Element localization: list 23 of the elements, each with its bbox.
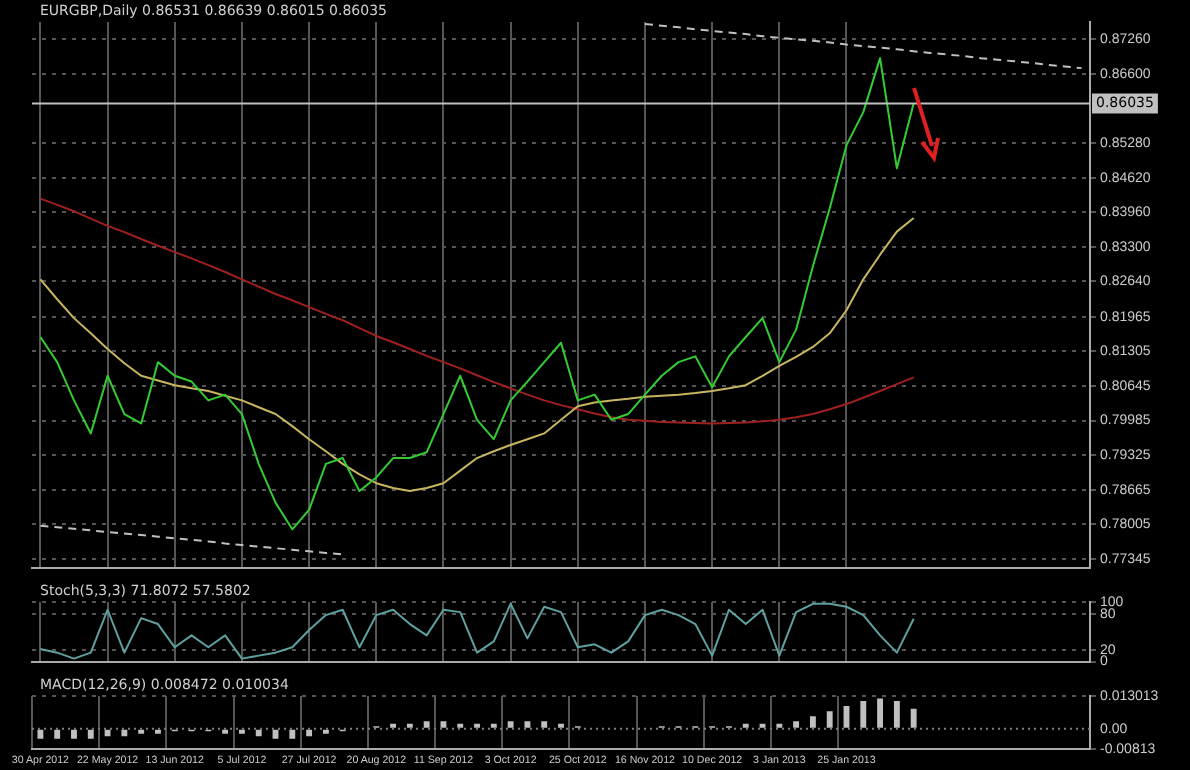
bar xyxy=(104,729,111,737)
line-series xyxy=(39,524,344,556)
bar xyxy=(71,729,77,739)
bar xyxy=(793,721,800,728)
bar xyxy=(910,708,917,728)
bar xyxy=(507,721,514,728)
bar xyxy=(877,698,884,728)
bar xyxy=(87,729,94,739)
bar xyxy=(423,721,430,728)
bar xyxy=(893,701,900,728)
bar xyxy=(306,729,313,737)
bar xyxy=(121,729,128,737)
line-series xyxy=(643,23,1083,70)
bar xyxy=(524,721,531,728)
bar xyxy=(440,721,447,728)
bar xyxy=(826,711,833,728)
bar xyxy=(289,729,296,739)
bar xyxy=(37,729,44,739)
bar xyxy=(54,729,61,739)
bar xyxy=(809,716,816,728)
bar xyxy=(541,721,548,728)
bar xyxy=(255,729,262,737)
bar xyxy=(860,701,867,728)
